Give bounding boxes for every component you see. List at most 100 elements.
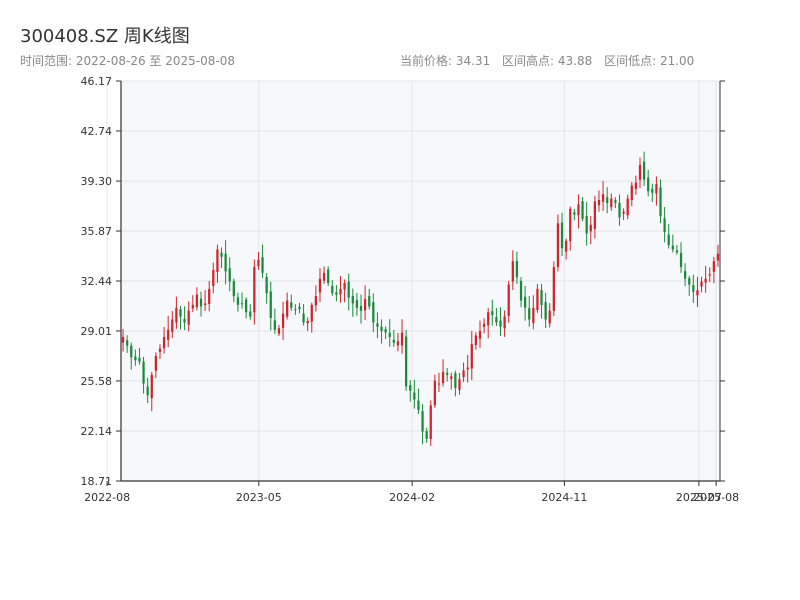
- candle: [433, 374, 436, 408]
- candle: [630, 181, 633, 207]
- candle: [372, 293, 375, 333]
- candle-body: [606, 197, 609, 203]
- candle: [708, 267, 711, 283]
- candle: [700, 276, 703, 293]
- candle: [441, 359, 445, 387]
- candle: [495, 308, 498, 327]
- candle-body: [359, 306, 363, 311]
- candle: [556, 214, 560, 272]
- candle: [634, 175, 638, 195]
- candle: [470, 331, 473, 381]
- candle-body: [162, 336, 166, 349]
- candle-body: [130, 345, 133, 358]
- candle: [573, 209, 576, 221]
- candle-body: [121, 336, 125, 343]
- candle: [716, 244, 720, 267]
- candle: [503, 310, 506, 337]
- candle-body: [679, 252, 683, 268]
- candle: [257, 252, 260, 270]
- candle-body: [692, 285, 695, 292]
- candle: [437, 372, 441, 392]
- candle: [663, 207, 666, 243]
- candle-body: [462, 370, 465, 378]
- candle: [191, 295, 194, 313]
- candle-body: [380, 326, 383, 332]
- candle: [482, 318, 486, 334]
- candle-body: [281, 313, 285, 328]
- candle-body: [216, 249, 219, 272]
- candle-body: [261, 257, 264, 273]
- candle: [396, 332, 400, 352]
- candle: [208, 280, 211, 312]
- candle-body: [474, 335, 478, 345]
- candle: [302, 304, 305, 326]
- candle: [199, 291, 203, 317]
- candle-body: [659, 187, 662, 217]
- candle: [409, 380, 412, 402]
- x-tick-label: 2025-07: [676, 491, 722, 504]
- candle: [425, 427, 428, 443]
- candle-body: [671, 245, 674, 250]
- y-tick-label: 39.30: [81, 175, 113, 188]
- candle-body: [470, 344, 473, 369]
- candle: [688, 275, 691, 296]
- candle-body: [425, 431, 428, 439]
- candle: [675, 244, 679, 255]
- candle: [712, 257, 715, 284]
- candle-body: [187, 310, 190, 325]
- y-tick-label: 46.17: [81, 75, 113, 88]
- candle: [466, 355, 469, 383]
- candle: [269, 281, 272, 331]
- candle: [376, 312, 379, 339]
- candle: [532, 295, 535, 330]
- candle: [138, 347, 141, 365]
- candle-body: [384, 329, 387, 333]
- candle: [179, 306, 182, 330]
- candle-body: [478, 331, 482, 339]
- candle: [314, 285, 318, 312]
- candle-body: [716, 253, 720, 261]
- candle: [491, 299, 494, 326]
- candle-body: [704, 278, 707, 283]
- candle: [511, 250, 514, 290]
- candle-body: [138, 357, 141, 362]
- candle-body: [417, 400, 420, 410]
- candle-body: [154, 355, 158, 371]
- candle-body: [437, 383, 441, 385]
- candle: [626, 194, 629, 220]
- candle: [253, 259, 256, 325]
- range-high: 区间高点: 43.88: [502, 54, 593, 68]
- candle-body: [146, 386, 149, 396]
- candle: [175, 296, 178, 329]
- candle-body: [372, 302, 375, 323]
- candle-body: [696, 290, 699, 296]
- candle: [417, 388, 420, 415]
- candle: [240, 292, 244, 309]
- price-stats: 当前价格: 34.31 区间高点: 43.88 区间低点: 21.00: [400, 52, 702, 69]
- candle-body: [409, 385, 412, 391]
- y-tick-label: 29.01: [81, 325, 113, 338]
- candle: [286, 292, 289, 320]
- candle: [171, 310, 174, 339]
- candle-body: [368, 296, 371, 307]
- candle-body: [203, 303, 207, 306]
- y-tick-label: 22.14: [81, 425, 113, 438]
- candle: [606, 187, 609, 214]
- candle: [384, 326, 387, 340]
- x-tick-label: 2024-02: [389, 491, 435, 504]
- candle: [597, 190, 601, 212]
- candle: [392, 329, 395, 347]
- candle: [487, 308, 490, 339]
- candle-body: [331, 285, 334, 294]
- candle: [277, 325, 281, 337]
- candle-body: [601, 194, 605, 202]
- candle-body: [327, 269, 330, 284]
- candle: [400, 319, 404, 354]
- candle-body: [175, 307, 178, 323]
- candle-body: [343, 283, 346, 290]
- candle-body: [515, 260, 519, 278]
- candle-body: [232, 281, 235, 297]
- candle: [298, 302, 301, 314]
- candle-body: [355, 300, 359, 308]
